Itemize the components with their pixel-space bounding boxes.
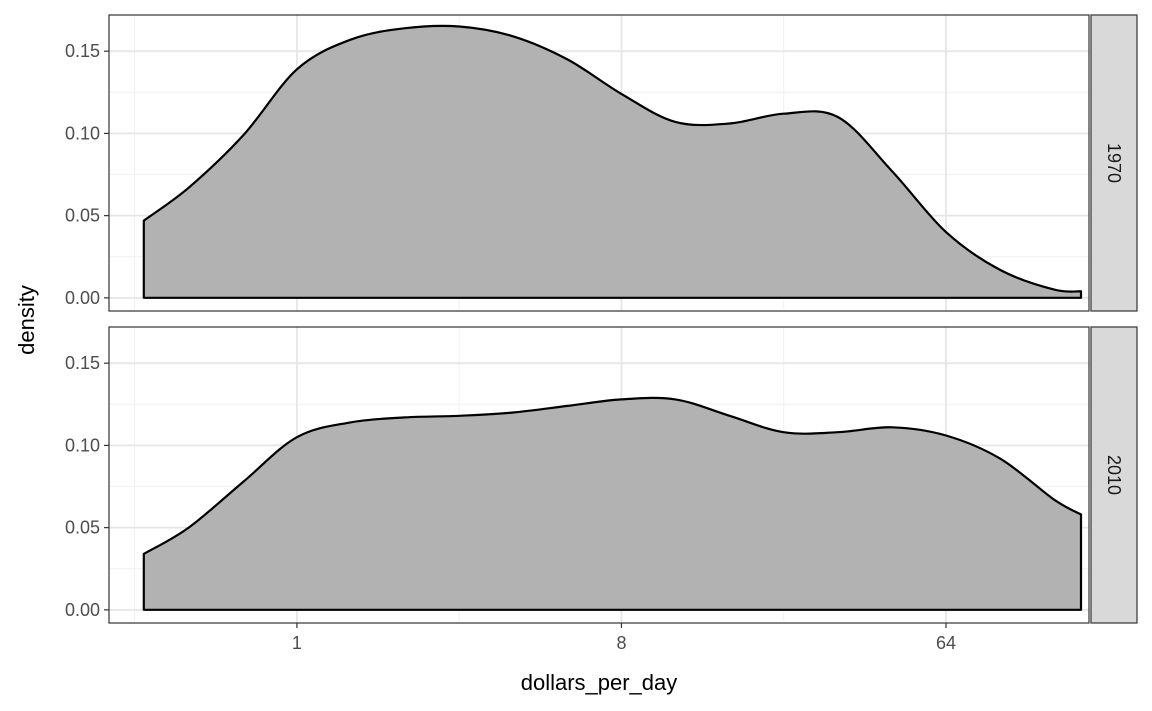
y-tick-label: 0.10	[65, 435, 100, 455]
x-axis: 1 8 64	[292, 623, 956, 653]
facet-strip-1970	[1090, 14, 1138, 312]
facet-panel-1970: 0.00 0.05 0.10 0.15 1970	[65, 14, 1138, 312]
y-tick-label: 0.15	[65, 41, 100, 61]
panel-border	[108, 14, 1090, 312]
facet-strip-label: 2010	[1104, 455, 1124, 495]
facet-strip-label: 1970	[1104, 143, 1124, 183]
x-tick-label: 64	[936, 633, 956, 653]
panel-border	[108, 326, 1090, 624]
y-tick-label: 0.10	[65, 123, 100, 143]
density-area-1970	[142, 24, 1083, 299]
facet-panel-2010: 0.00 0.05 0.10 0.15 2010	[65, 326, 1138, 624]
y-axis-title: density	[14, 285, 39, 355]
y-tick-label: 0.05	[65, 518, 100, 538]
y-tick-label: 0.15	[65, 353, 100, 373]
x-tick-label: 8	[616, 633, 626, 653]
density-area-2010	[142, 396, 1083, 611]
y-tick-label: 0.00	[65, 288, 100, 308]
y-tick-label: 0.00	[65, 600, 100, 620]
facet-panels: 0.00 0.05 0.10 0.15 1970 0.00 0.05 0.10 0.15 2010	[65, 14, 1138, 624]
x-tick-label: 1	[292, 633, 302, 653]
facet-strip-2010	[1090, 326, 1138, 624]
y-tick-label: 0.05	[65, 206, 100, 226]
x-axis-title: dollars_per_day	[521, 670, 678, 695]
